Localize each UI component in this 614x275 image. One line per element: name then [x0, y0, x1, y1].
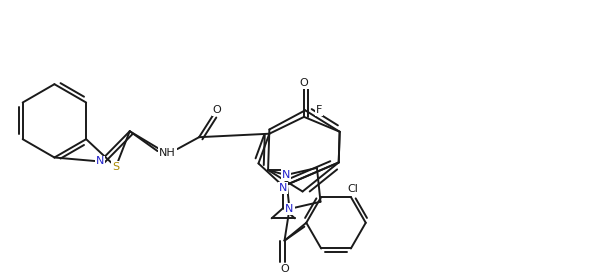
Text: N: N: [279, 183, 287, 193]
Text: O: O: [280, 264, 289, 274]
Text: O: O: [212, 105, 221, 116]
Text: N: N: [96, 156, 104, 166]
Text: Cl: Cl: [348, 184, 359, 194]
Text: N: N: [282, 170, 290, 180]
Text: S: S: [112, 162, 120, 172]
Text: F: F: [316, 105, 322, 115]
Text: NH: NH: [159, 148, 176, 158]
Text: O: O: [300, 78, 308, 88]
Text: N: N: [286, 204, 293, 214]
